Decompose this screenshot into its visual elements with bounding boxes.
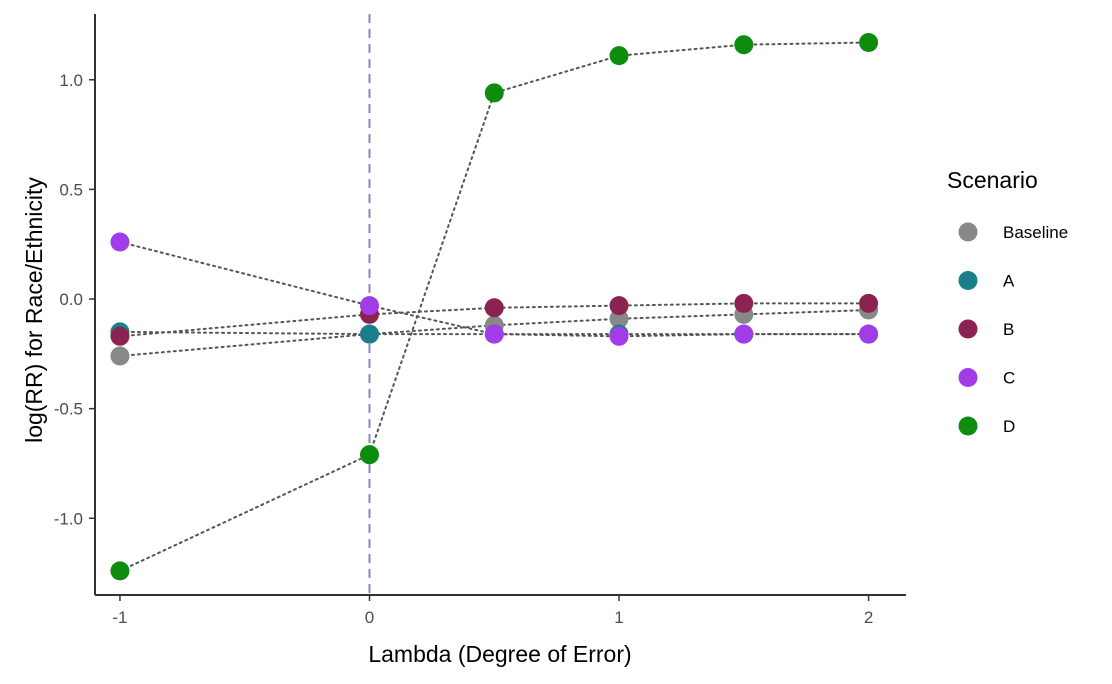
legend-key-b bbox=[958, 319, 978, 339]
point-d-2 bbox=[484, 83, 504, 103]
x-axis-title: Lambda (Degree of Error) bbox=[368, 641, 631, 667]
legend-title: Scenario bbox=[947, 167, 1038, 193]
y-tick-label: 0.0 bbox=[59, 290, 83, 309]
legend-label-b: B bbox=[1003, 320, 1014, 339]
point-b-3 bbox=[609, 296, 629, 316]
point-baseline-3 bbox=[609, 309, 629, 329]
point-a-1 bbox=[359, 324, 379, 344]
point-c-3 bbox=[609, 326, 629, 346]
y-tick-label: 0.5 bbox=[59, 180, 83, 199]
y-tick-label: 1.0 bbox=[59, 71, 83, 90]
point-b-2 bbox=[484, 298, 504, 318]
point-d-0 bbox=[110, 561, 130, 581]
point-d-3 bbox=[609, 46, 629, 66]
legend-key-d bbox=[958, 416, 978, 436]
series-line-b bbox=[119, 302, 870, 338]
series-line-c bbox=[119, 241, 870, 338]
y-axis-title: log(RR) for Race/Ethnicity bbox=[21, 177, 47, 443]
point-b-5 bbox=[859, 293, 879, 313]
legend-label-c: C bbox=[1003, 369, 1015, 388]
legend-key-c bbox=[958, 368, 978, 387]
y-tick-label: -0.5 bbox=[54, 400, 83, 419]
point-d-1 bbox=[359, 445, 379, 465]
point-b-4 bbox=[734, 293, 754, 313]
point-d-5 bbox=[859, 33, 879, 53]
point-c-4 bbox=[734, 324, 754, 344]
point-baseline-0 bbox=[110, 346, 130, 366]
legend-key-a bbox=[958, 271, 978, 290]
point-c-0 bbox=[110, 232, 130, 252]
point-c-5 bbox=[859, 324, 879, 344]
legend-label-a: A bbox=[1003, 272, 1015, 291]
legend: Scenario Baseline A B C D bbox=[947, 167, 1068, 436]
point-d-4 bbox=[734, 35, 754, 55]
data-points-group bbox=[110, 33, 879, 581]
connector-lines-group bbox=[119, 41, 870, 572]
series-line-d bbox=[119, 41, 870, 572]
point-b-0 bbox=[110, 326, 130, 346]
axes-group: -1.0 -0.5 0.0 0.5 1.0 -1 0 1 2 bbox=[54, 14, 906, 627]
point-c-2 bbox=[484, 324, 504, 344]
x-tick-label: 0 bbox=[365, 608, 374, 627]
point-c-1 bbox=[359, 296, 379, 316]
legend-label-d: D bbox=[1003, 417, 1015, 436]
x-tick-label: 2 bbox=[864, 608, 873, 627]
x-tick-label: 1 bbox=[614, 608, 623, 627]
legend-label-baseline: Baseline bbox=[1003, 223, 1068, 242]
series-line-baseline bbox=[119, 309, 870, 357]
x-tick-label: -1 bbox=[112, 608, 127, 627]
y-tick-label: -1.0 bbox=[54, 509, 83, 528]
legend-key-baseline bbox=[958, 222, 978, 242]
